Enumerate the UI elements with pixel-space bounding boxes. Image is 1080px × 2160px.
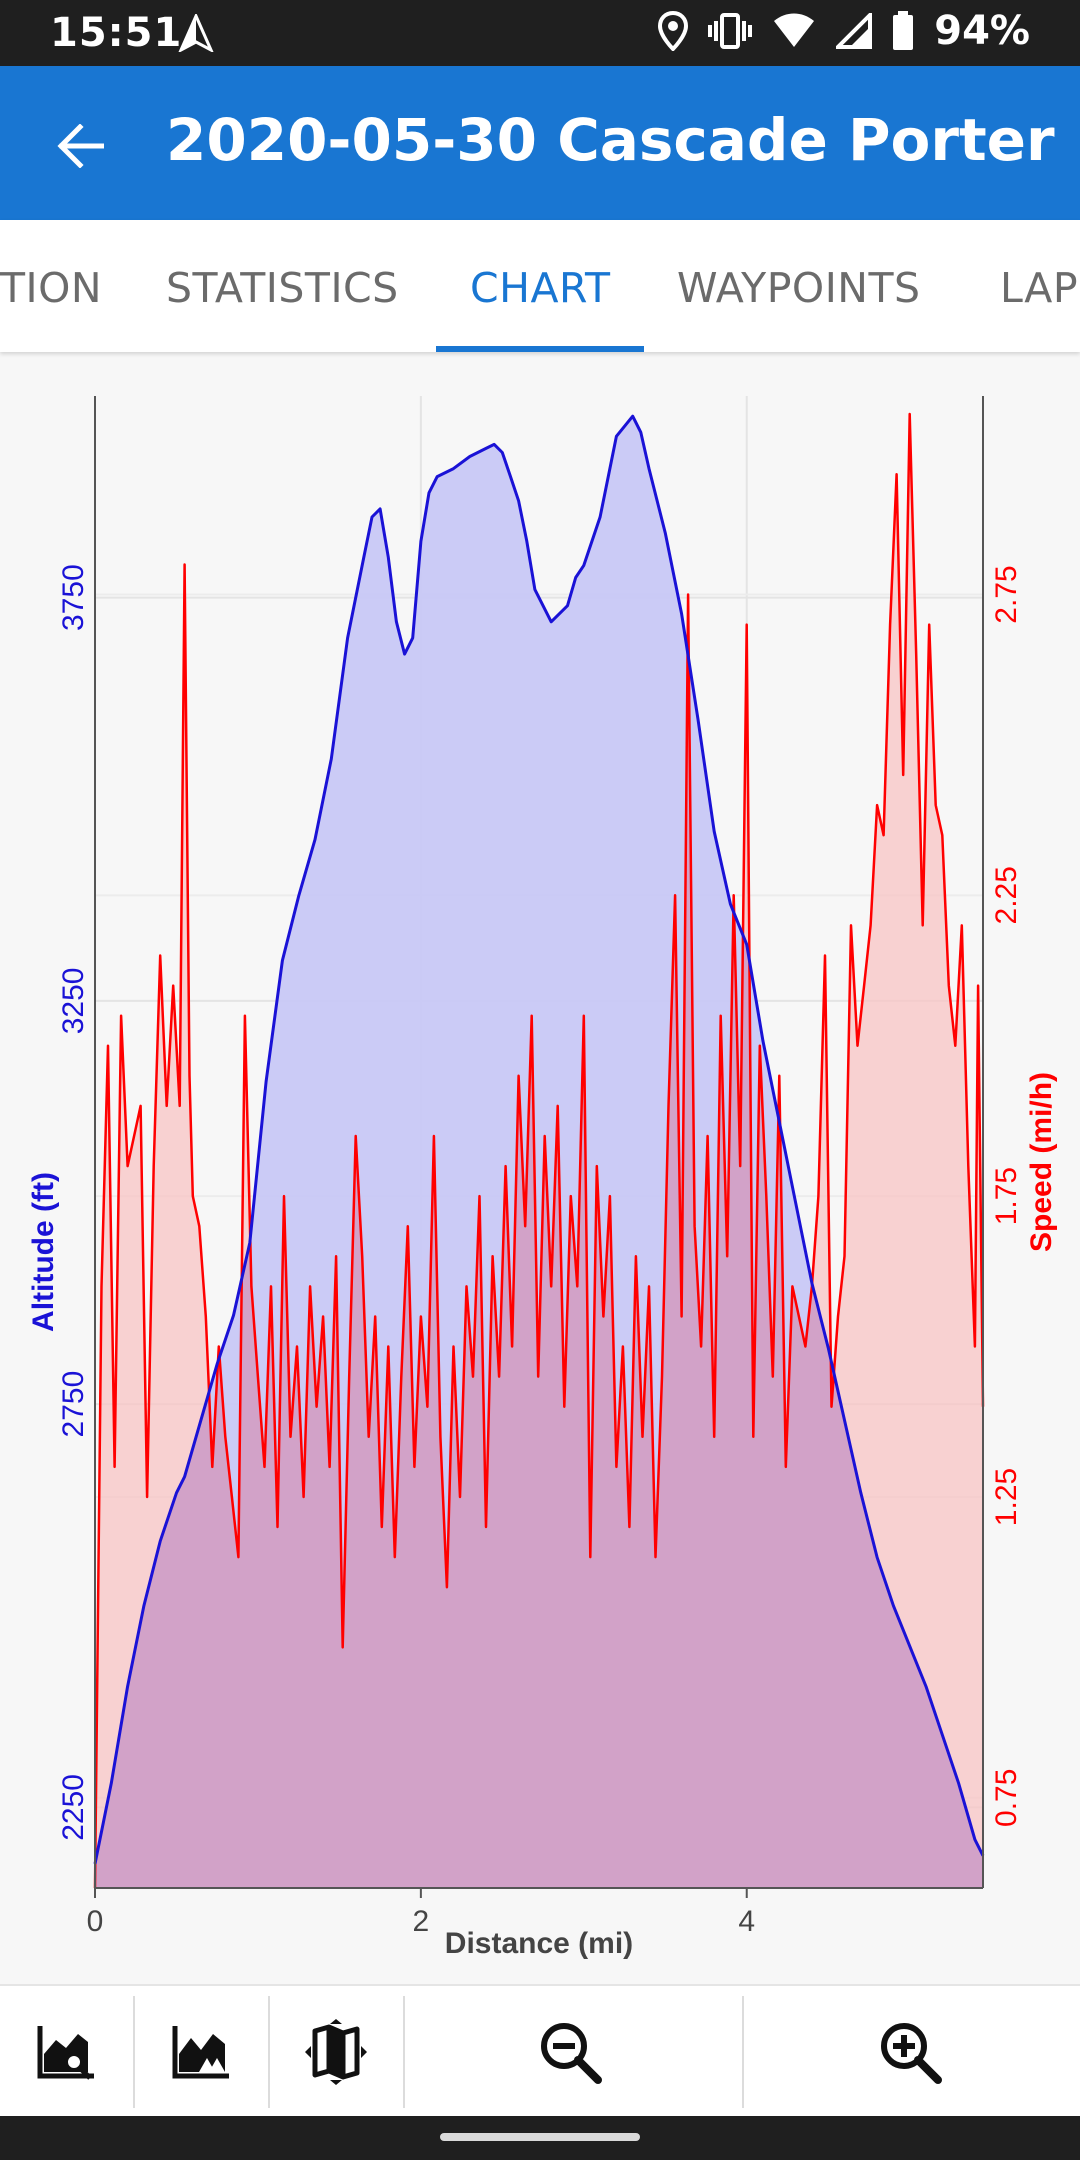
- speed-chart-button[interactable]: [155, 2000, 247, 2104]
- tab-chart[interactable]: CHART: [470, 264, 611, 312]
- zoom-in-icon: [881, 2023, 942, 2084]
- back-button[interactable]: [40, 106, 120, 186]
- zoom-in-button[interactable]: [860, 2000, 960, 2104]
- toolbar-divider: [268, 1996, 270, 2108]
- chart-type-altitude-icon: [37, 2026, 94, 2080]
- x-tick-label: 2: [413, 1905, 430, 1938]
- tab-bar: TION STATISTICS CHART WAYPOINTS LAP: [0, 220, 1080, 352]
- battery-icon: [893, 11, 914, 50]
- chart-areas: [93, 412, 985, 1889]
- y-left-tick-label: 3250: [57, 968, 90, 1035]
- x-tick-label: 4: [738, 1905, 755, 1938]
- y-right-axis-label: Speed (mi/h): [1025, 1072, 1058, 1252]
- navigation-icon: [178, 14, 214, 52]
- y-right-tick-label: 0.75: [990, 1769, 1023, 1827]
- status-bar: 15:51 94%: [0, 0, 1080, 66]
- zoom-out-button[interactable]: [520, 2000, 620, 2104]
- y-left-tick-label: 2750: [57, 1371, 90, 1438]
- tab-laps[interactable]: LAP: [1000, 264, 1079, 312]
- tab-description[interactable]: TION: [0, 264, 103, 312]
- battery-percent: 94%: [934, 8, 1030, 54]
- tab-statistics[interactable]: STATISTICS: [166, 264, 399, 312]
- y-right-tick-label: 2.25: [990, 866, 1023, 924]
- tab-indicator: [436, 346, 644, 352]
- chart-area[interactable]: 0 2 4 2250 2750 3250 3750 0.75 1.25 1.75 2.25 2.75 …: [0, 352, 1080, 1984]
- x-tick-label: 0: [87, 1905, 104, 1938]
- toolbar-divider: [742, 1996, 744, 2108]
- map-button[interactable]: [290, 2000, 382, 2104]
- map-icon: [305, 2019, 367, 2085]
- status-icons: 94%: [658, 8, 1030, 54]
- altitude-series-line: [93, 414, 985, 1865]
- y-left-tick-label: 3750: [57, 564, 90, 631]
- toolbar-divider: [403, 1996, 405, 2108]
- y-left-axis-label: Altitude (ft): [27, 1172, 60, 1332]
- speed-series-line: [93, 412, 985, 1889]
- chart-ticks: 0 2 4 2250 2750 3250 3750 0.75 1.25 1.75 2.25 2.75: [57, 564, 1023, 1938]
- altitude-chart-button[interactable]: [20, 2000, 112, 2104]
- home-gesture-pill[interactable]: [440, 2133, 640, 2141]
- system-nav-bar: [0, 2116, 1080, 2160]
- overlap-area: [95, 416, 983, 1888]
- location-icon: [658, 11, 689, 51]
- chart-axes: [94, 396, 984, 1889]
- toolbar-divider: [133, 1996, 135, 2108]
- x-axis-label: Distance (mi): [445, 1927, 633, 1960]
- status-time: 15:51: [50, 10, 183, 56]
- vibrate-icon: [708, 13, 753, 49]
- altitude-speed-chart[interactable]: 0 2 422502750325037500.751.251.752.252.75 …: [0, 352, 1080, 1984]
- chart-type-speed-icon: [172, 2026, 229, 2079]
- tab-waypoints[interactable]: WAYPOINTS: [677, 264, 921, 312]
- wifi-icon: [774, 13, 815, 47]
- signal-icon: [836, 13, 873, 49]
- y-right-tick-label: 1.25: [990, 1468, 1023, 1526]
- app-bar: 2020-05-30 Cascade Porter: [0, 66, 1080, 220]
- y-right-tick-label: 1.75: [990, 1167, 1023, 1225]
- chart-toolbar: [0, 1984, 1080, 2118]
- page-title: 2020-05-30 Cascade Porter: [166, 106, 1055, 174]
- y-left-tick-label: 2250: [57, 1774, 90, 1841]
- zoom-out-icon: [541, 2023, 602, 2084]
- y-right-tick-label: 2.75: [990, 565, 1023, 623]
- arrow-back-icon: [57, 124, 104, 168]
